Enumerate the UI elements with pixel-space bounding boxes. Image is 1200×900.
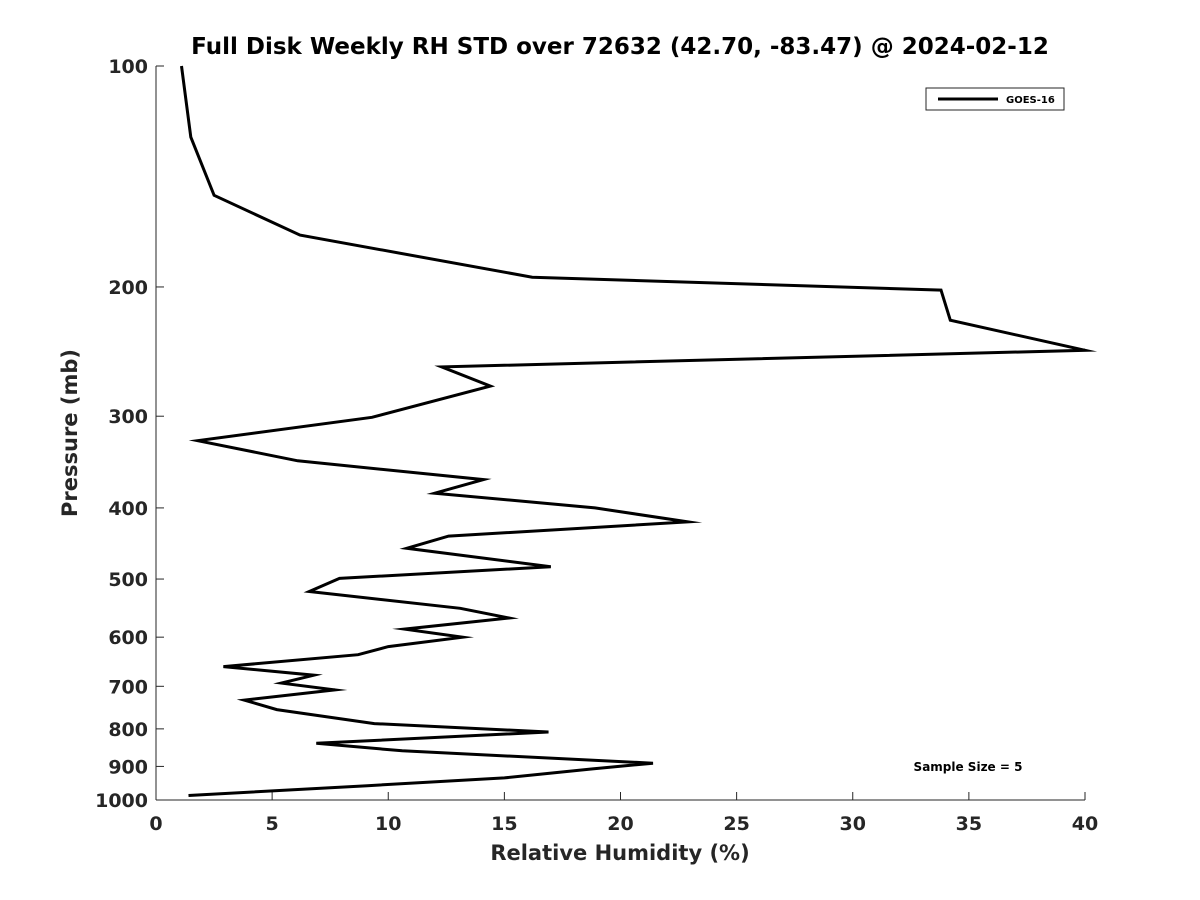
y-tick-label: 600 — [108, 627, 148, 649]
x-tick-label: 0 — [149, 813, 162, 835]
legend: GOES-16 — [925, 87, 1065, 111]
y-axis-ticks: 100 200 300 400 500 600 700 800 900 1000 — [95, 56, 164, 812]
series-line-goes-16 — [180, 65, 1098, 797]
y-tick-label: 500 — [108, 569, 148, 591]
y-tick-label: 300 — [108, 406, 148, 428]
x-axis-title: Relative Humidity (%) — [490, 841, 749, 865]
y-tick-label: 200 — [108, 277, 148, 299]
x-tick-label: 5 — [266, 813, 279, 835]
x-tick-label: 40 — [1072, 813, 1098, 835]
x-axis-ticks: 0 5 10 15 20 25 30 35 40 — [149, 792, 1098, 835]
x-tick-label: 15 — [491, 813, 517, 835]
x-tick-label: 10 — [375, 813, 401, 835]
legend-entry-goes-16: GOES-16 — [1006, 95, 1055, 106]
y-tick-label: 1000 — [95, 790, 148, 812]
y-axis-title: Pressure (mb) — [58, 349, 82, 517]
y-tick-label: 900 — [108, 756, 148, 778]
chart-title: Full Disk Weekly RH STD over 72632 (42.7… — [191, 34, 1049, 60]
y-tick-label: 800 — [108, 719, 148, 741]
x-tick-label: 35 — [956, 813, 982, 835]
y-tick-label: 400 — [108, 498, 148, 520]
x-tick-label: 30 — [840, 813, 866, 835]
y-tick-label: 700 — [108, 676, 148, 698]
sample-size-annotation: Sample Size = 5 — [914, 760, 1023, 774]
x-tick-label: 25 — [723, 813, 749, 835]
y-tick-label: 100 — [108, 56, 148, 78]
series-layer — [180, 65, 1098, 797]
x-tick-label: 20 — [607, 813, 633, 835]
